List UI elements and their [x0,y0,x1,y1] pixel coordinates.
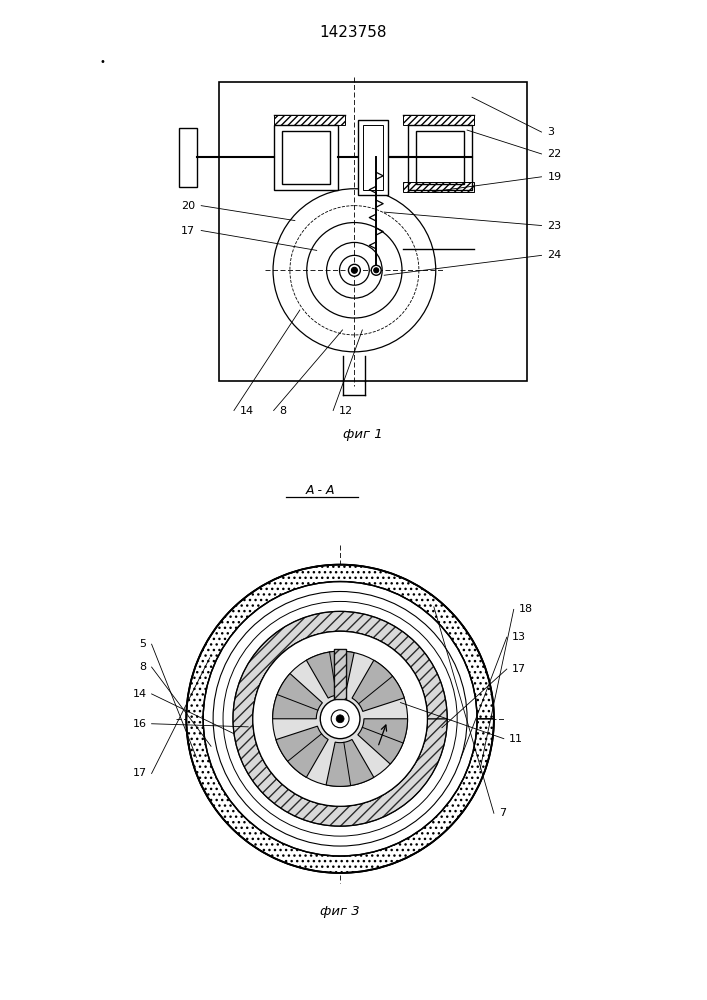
Text: 23: 23 [547,221,561,231]
Circle shape [351,267,357,273]
Polygon shape [273,674,322,719]
Circle shape [253,631,428,806]
Text: 20: 20 [181,201,195,211]
Text: 17: 17 [132,768,146,778]
Bar [274,115,345,125]
Bar [358,120,387,195]
Bar [402,182,474,192]
Circle shape [349,264,361,276]
Bar [219,82,527,381]
Circle shape [273,651,407,786]
Polygon shape [352,660,404,711]
Circle shape [320,699,360,739]
Text: 11: 11 [509,734,522,744]
Text: 16: 16 [133,719,146,729]
Text: 7: 7 [499,808,506,818]
Circle shape [336,715,344,723]
Bar [416,131,464,184]
Polygon shape [306,651,354,698]
Text: 22: 22 [547,149,562,159]
Circle shape [374,268,379,273]
Text: 19: 19 [547,172,561,182]
Text: 17: 17 [181,226,195,236]
Bar [334,649,346,699]
Circle shape [371,265,381,275]
Bar [274,125,338,190]
Text: 5: 5 [140,639,146,649]
Bar [180,128,197,187]
Text: 8: 8 [279,406,287,416]
Text: фиг 1: фиг 1 [342,428,382,441]
Polygon shape [233,611,448,826]
Text: 13: 13 [512,632,526,642]
Circle shape [331,710,349,728]
Circle shape [203,582,477,856]
Bar [363,125,382,190]
Text: •: • [99,57,105,67]
Bar [402,115,474,125]
Text: 18: 18 [519,604,533,614]
Text: 8: 8 [139,662,146,672]
Text: 17: 17 [512,664,526,674]
Polygon shape [276,726,328,777]
Bar [407,125,472,190]
Text: 14: 14 [240,406,254,416]
Text: 24: 24 [547,250,562,260]
Text: 12: 12 [339,406,354,416]
Polygon shape [326,739,374,786]
Text: 3: 3 [547,127,554,137]
Text: 1423758: 1423758 [320,25,387,40]
Bar [334,649,346,699]
Text: 14: 14 [132,689,146,699]
Polygon shape [358,719,407,764]
Text: A - A: A - A [305,484,335,497]
Text: фиг 3: фиг 3 [320,905,360,918]
Bar [281,131,330,184]
Polygon shape [187,565,494,873]
